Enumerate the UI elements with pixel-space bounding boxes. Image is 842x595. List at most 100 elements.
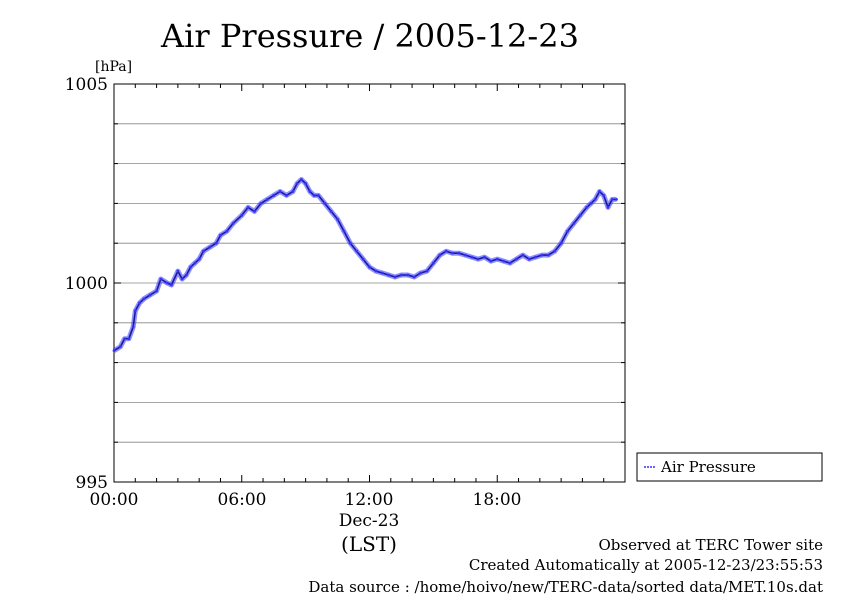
data-point (138, 301, 141, 305)
data-point (387, 273, 391, 277)
data-point (176, 269, 180, 273)
chart-title: Air Pressure / 2005-12-23 (160, 17, 579, 55)
y-tick-label: 1005 (65, 75, 108, 95)
data-point (393, 275, 397, 279)
data-point (272, 194, 276, 197)
data-point (231, 221, 235, 225)
data-point (180, 277, 184, 281)
data-point (189, 265, 193, 269)
data-point (299, 178, 303, 181)
data-point (527, 257, 531, 261)
y-axis-unit: [hPa] (95, 59, 132, 75)
series-air-pressure (112, 177, 618, 353)
data-point (123, 337, 127, 341)
data-point (615, 198, 618, 201)
data-point (578, 213, 582, 217)
data-point (572, 221, 576, 225)
data-point (142, 297, 146, 301)
data-point (515, 257, 518, 261)
data-point (470, 255, 474, 259)
data-point (329, 209, 333, 213)
data-point (463, 253, 467, 257)
x-tick-labels: 00:00 06:00 12:00 18:00 (90, 490, 522, 510)
data-point (197, 257, 201, 261)
legend-box (636, 452, 823, 482)
data-point (155, 289, 158, 293)
data-point (165, 281, 169, 285)
data-point (159, 277, 163, 281)
data-point (133, 309, 137, 313)
data-point (438, 253, 442, 257)
data-point (380, 271, 384, 275)
data-point (361, 257, 365, 261)
data-point (419, 271, 422, 275)
data-point (246, 205, 250, 209)
x-tick-label: 06:00 (218, 490, 267, 510)
data-point (336, 217, 339, 221)
data-point (265, 198, 269, 201)
data-point (127, 337, 131, 341)
data-point (610, 198, 614, 201)
data-point (444, 249, 448, 253)
footer-site: Observed at TERC Tower site (598, 536, 823, 554)
data-point (593, 198, 597, 201)
legend-entry: Air Pressure (660, 458, 756, 476)
data-point (495, 257, 499, 261)
data-point (295, 182, 299, 185)
x-tick-label: 12:00 (345, 490, 394, 510)
footer-created: Created Automatically at 2005-12-23/23:5… (469, 556, 823, 574)
data-point (323, 202, 327, 205)
data-point (291, 190, 295, 193)
data-point (259, 202, 263, 205)
data-point (598, 190, 601, 193)
data-point (566, 229, 569, 233)
data-point (308, 190, 312, 193)
y-tick-label: 995 (76, 473, 108, 493)
data-point (240, 213, 244, 217)
data-point (374, 269, 378, 273)
data-point (489, 259, 493, 263)
data-point (406, 273, 410, 277)
y-tick-labels: 995 1000 1005 (65, 75, 108, 493)
x-tick-label: 00:00 (90, 490, 139, 510)
data-point (457, 251, 461, 255)
data-point (553, 249, 557, 253)
data-point (285, 194, 288, 197)
data-point (546, 253, 550, 257)
data-point (202, 249, 205, 253)
data-point (131, 325, 135, 329)
data-point (502, 259, 506, 263)
data-point (112, 349, 116, 353)
grid-lines (114, 123, 625, 443)
data-point (193, 261, 197, 265)
data-point (589, 202, 593, 205)
data-point (312, 194, 316, 197)
data-point (521, 253, 525, 257)
footer: Observed at TERC Tower site Created Auto… (308, 536, 823, 595)
data-point (342, 229, 346, 233)
data-point (304, 182, 308, 185)
data-point (368, 265, 371, 269)
data-point (348, 241, 352, 245)
y-tick-label: 1000 (65, 274, 108, 294)
axis-ticks (113, 83, 626, 483)
data-point (148, 293, 152, 297)
data-point (508, 261, 512, 265)
data-point (412, 275, 416, 279)
data-point (355, 249, 359, 253)
data-point (400, 273, 403, 277)
x-axis-date-label: Dec-23 (339, 511, 400, 531)
data-point (602, 194, 606, 197)
data-point (559, 241, 563, 245)
data-point (540, 253, 544, 257)
data-point (534, 255, 537, 259)
x-tick-label: 18:00 (473, 490, 522, 510)
data-point (118, 345, 122, 349)
data-point (253, 209, 256, 213)
data-point (606, 205, 610, 209)
data-point (184, 273, 188, 277)
data-point (170, 283, 173, 287)
x-axis-timezone-label: (LST) (341, 532, 397, 556)
data-point (425, 269, 429, 273)
